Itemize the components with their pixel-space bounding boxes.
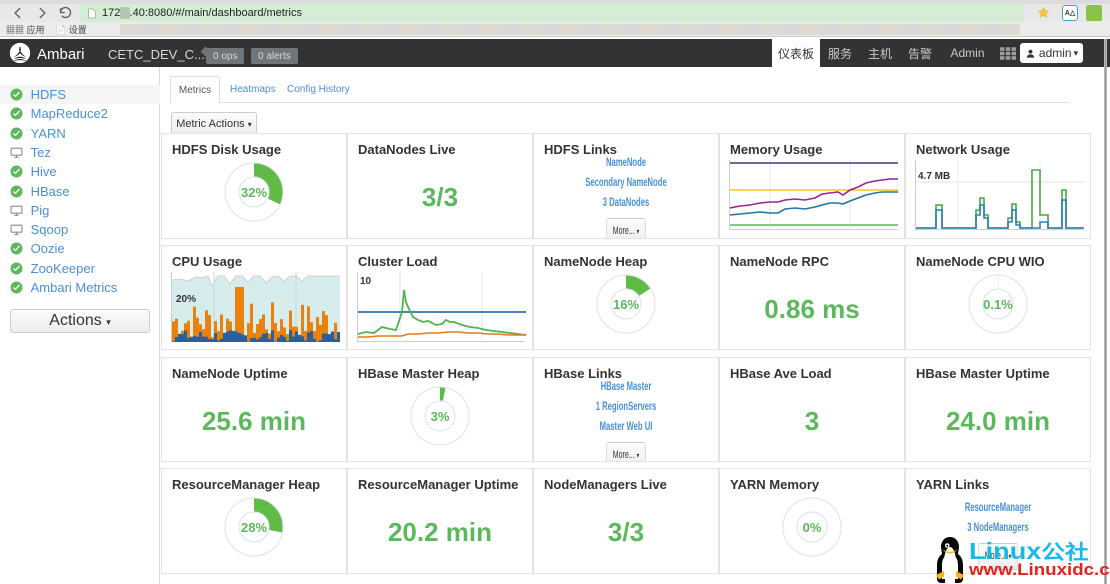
svg-text:16%: 16% [613,297,639,312]
svg-text:0%: 0% [803,520,822,535]
svg-text:28%: 28% [241,520,267,535]
svg-text:20%: 20% [176,294,196,305]
svg-text:4.7 MB: 4.7 MB [918,171,950,182]
svg-text:0.1%: 0.1% [983,297,1013,312]
svg-text:32%: 32% [241,185,267,200]
svg-text:10: 10 [360,276,372,287]
svg-text:3%: 3% [431,409,450,424]
